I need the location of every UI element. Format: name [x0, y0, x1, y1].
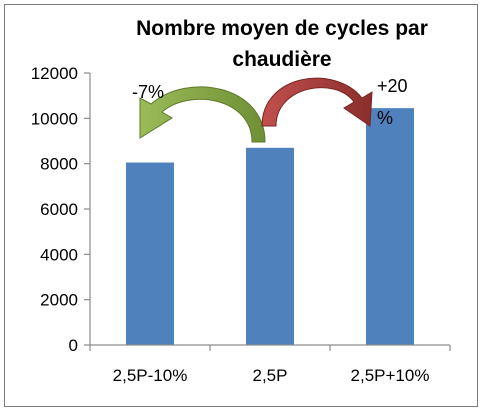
annotation-plus-20-line-2: % [377, 108, 393, 128]
bars [126, 108, 414, 345]
bar-1 [246, 147, 294, 345]
y-tick-label: 10000 [31, 109, 78, 128]
y-tick-label: 12000 [31, 64, 78, 83]
bar-2 [366, 108, 414, 345]
green-curved-arrow [139, 86, 266, 143]
y-axis-ticks: 0 2000 4000 6000 8000 10000 12000 [31, 64, 90, 355]
bar-0 [126, 162, 174, 345]
y-tick-label: 2000 [40, 291, 78, 310]
x-tick-label: 2,5P+10% [351, 366, 430, 385]
annotation-plus-20-line-1: +20 [377, 76, 408, 96]
x-tick-label: 2,5P [253, 366, 288, 385]
annotation-minus-7-percent: -7% [132, 82, 164, 102]
x-tick-label: 2,5P-10% [113, 366, 188, 385]
y-tick-label: 0 [69, 336, 78, 355]
y-tick-label: 6000 [40, 200, 78, 219]
chart-title-line-2: chaudière [232, 48, 331, 71]
x-axis-ticks: 2,5P-10% 2,5P 2,5P+10% [89, 345, 451, 385]
chart-title-line-1: Nombre moyen de cycles par [136, 17, 428, 40]
y-tick-label: 8000 [40, 155, 78, 174]
red-curved-arrow [261, 77, 373, 127]
y-tick-label: 4000 [40, 245, 78, 264]
